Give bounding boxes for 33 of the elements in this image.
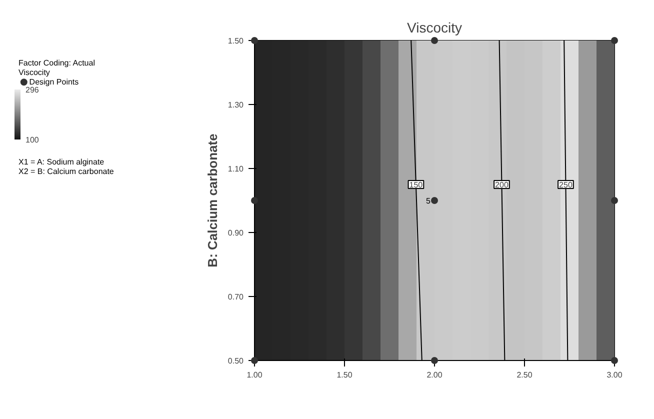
x-tick-label: 2.50	[516, 370, 533, 380]
point	[251, 37, 258, 44]
point	[611, 197, 618, 204]
series-label: 250	[559, 180, 573, 190]
text: Viscocity	[18, 68, 50, 77]
color-bar-label: 100	[26, 136, 40, 144]
text: X2 = B: Calcium carbonate	[18, 167, 114, 176]
point	[431, 197, 438, 204]
point	[431, 357, 438, 364]
chart-title: Viscocity	[407, 20, 462, 36]
x-tick-label: 3.00	[606, 370, 623, 380]
series-label: 150	[409, 180, 424, 190]
y-axis-title: B: Calcium carbonate	[204, 134, 220, 268]
text: Factor Coding: Actual	[18, 58, 96, 68]
point	[251, 357, 258, 364]
y-tick-label: 0.70	[228, 292, 244, 302]
point	[611, 37, 618, 44]
series-label: 200	[495, 180, 509, 190]
x-tick-label: 1.00	[246, 370, 263, 380]
y-tick-label: 1.50	[228, 36, 244, 46]
annotation: 5	[426, 196, 432, 206]
y-tick-label: 1.30	[228, 100, 244, 110]
legend-label: Design Points	[29, 78, 79, 87]
y-tick-label: 0.90	[228, 228, 244, 238]
text: X1 = A: Sodium alginate	[18, 158, 105, 167]
x-tick-label: 2.00	[426, 370, 443, 380]
x-tick-label: 1.50	[336, 370, 353, 380]
y-tick-label: 0.50	[228, 356, 244, 366]
point	[431, 37, 438, 44]
y-tick-label: 1.10	[228, 164, 244, 174]
point	[251, 197, 258, 204]
point	[611, 357, 618, 364]
color-bar-label: 296	[26, 86, 40, 94]
